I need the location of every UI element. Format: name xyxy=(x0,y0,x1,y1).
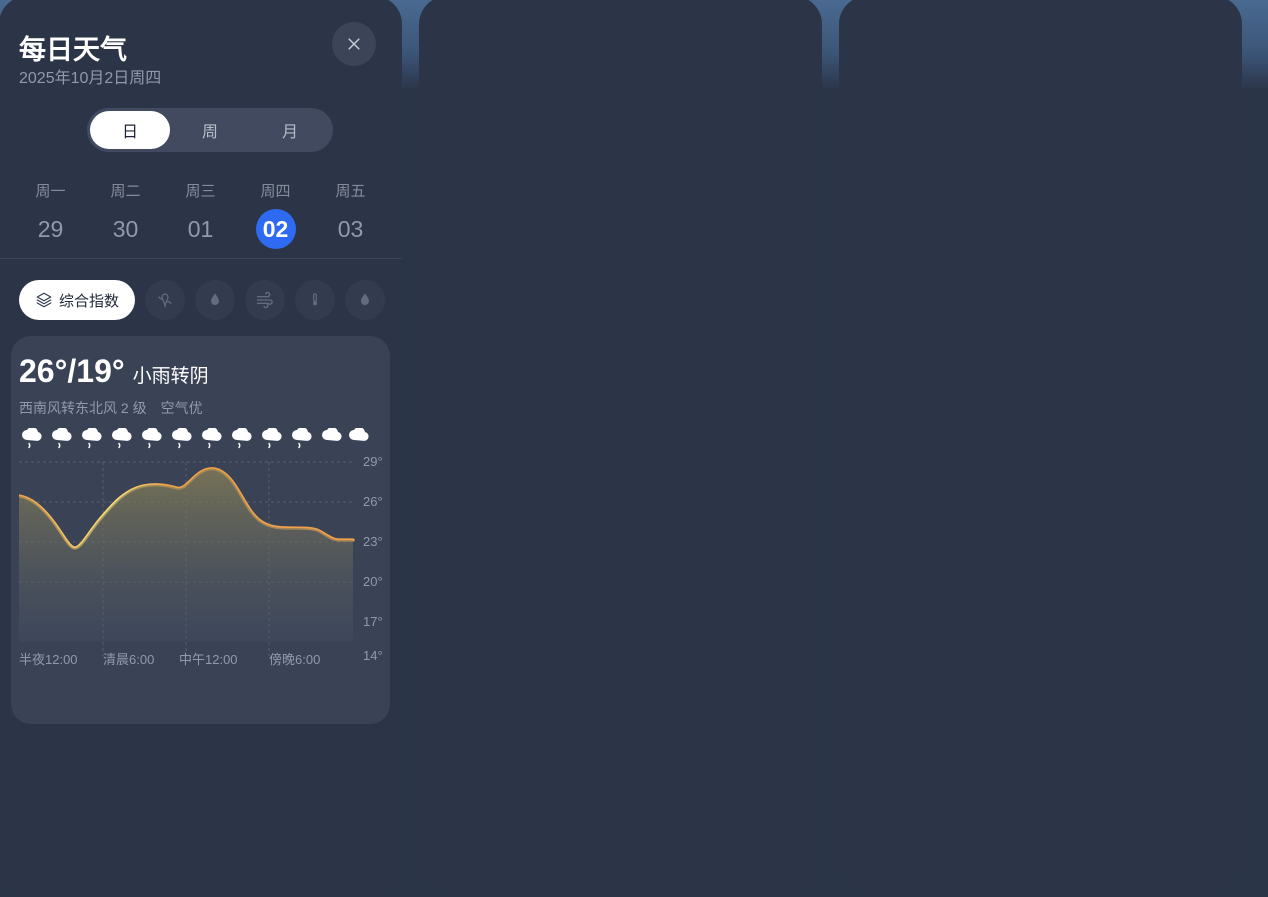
svg-text:23°: 23° xyxy=(363,534,382,549)
svg-text:清晨6:00: 清晨6:00 xyxy=(103,652,154,667)
svg-text:傍晚6:00: 傍晚6:00 xyxy=(269,652,320,667)
svg-text:14°: 14° xyxy=(363,648,382,663)
svg-text:26°: 26° xyxy=(363,494,382,509)
svg-text:半夜12:00: 半夜12:00 xyxy=(19,652,78,667)
svg-text:17°: 17° xyxy=(363,614,382,629)
svg-text:中午12:00: 中午12:00 xyxy=(179,652,238,667)
svg-text:20°: 20° xyxy=(363,574,382,589)
svg-text:29°: 29° xyxy=(363,454,382,469)
